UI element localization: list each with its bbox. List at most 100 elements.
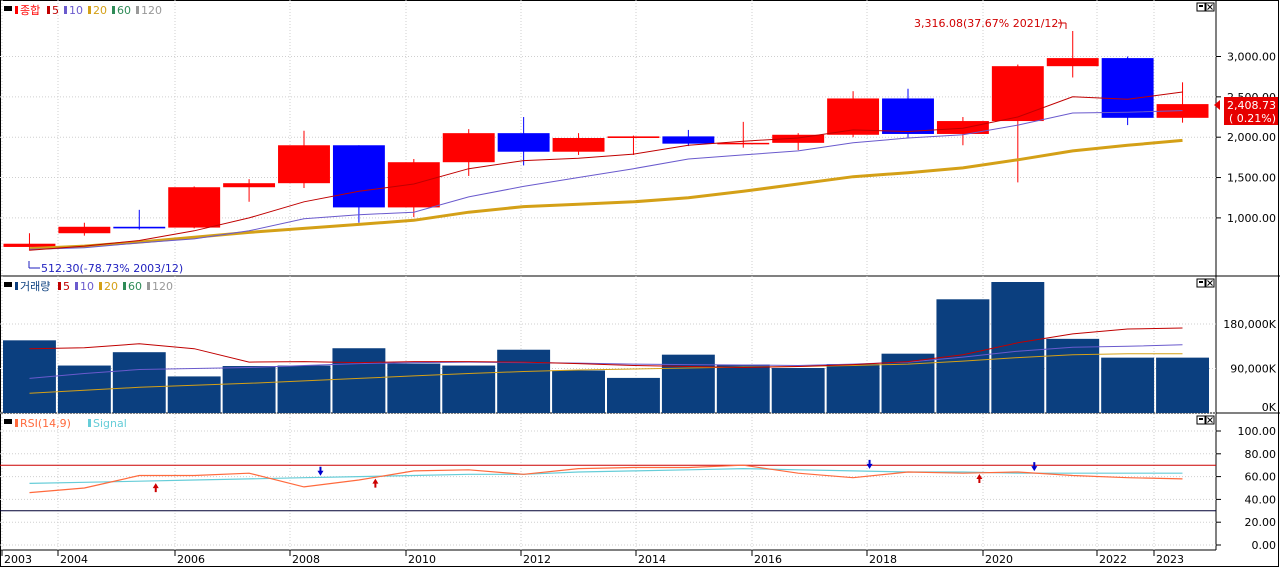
rsi-y-tick-label: 40.00 [1245, 493, 1277, 506]
volume-close-button[interactable] [1205, 278, 1215, 288]
candle-body [552, 138, 605, 152]
volume-legend-label: 120 [152, 280, 173, 293]
rsi-buy-arrow [976, 474, 983, 484]
price-legend-label: 5 [52, 4, 59, 17]
candle-body [827, 98, 880, 135]
volume-y-tick-label: 0K [1262, 401, 1277, 414]
rsi-y-tick-label: 100.00 [1238, 425, 1277, 438]
price-legend-swatch [112, 6, 115, 14]
candle-body [772, 134, 825, 143]
candle-body [1156, 104, 1209, 118]
ma10-line [29, 110, 1183, 250]
price-legend-label: 10 [69, 4, 83, 17]
x-tick-label: 2012 [523, 553, 551, 566]
price-close-button[interactable] [1205, 2, 1215, 12]
rsi-y-tick-label: 80.00 [1245, 448, 1277, 461]
volume-bar [607, 377, 660, 413]
volume-ma5-line [29, 327, 1183, 369]
high-annotation: 3,316.08(37.67% 2021/12) [914, 17, 1067, 30]
rsi-legend-swatch [15, 419, 18, 427]
price-legend-swatch [15, 6, 18, 14]
low-annotation-text: 512.30(-78.73% 2003/12) [41, 262, 183, 275]
price-panel-controls [1196, 2, 1215, 12]
rsi-legend-swatch [88, 419, 91, 427]
candle-body [991, 66, 1044, 122]
volume-bar [1156, 357, 1209, 413]
x-tick-label: 2014 [638, 553, 666, 566]
volume-y-tick-label: 90,000K [1230, 363, 1276, 376]
x-tick-label: 2004 [60, 553, 88, 566]
rsi-panel [0, 459, 1216, 512]
volume-bar [1046, 338, 1100, 413]
volume-minimize-button[interactable] [1196, 278, 1206, 288]
rsi-buy-arrow [372, 478, 379, 488]
price-legend-label: 20 [93, 4, 107, 17]
rsi-line [29, 464, 1183, 494]
volume-legend-label: 60 [128, 280, 142, 293]
x-tick-label: 2006 [177, 553, 205, 566]
candle-body [1101, 58, 1154, 118]
candle-body [223, 183, 276, 188]
candle-body [717, 142, 770, 145]
price-menu-icon [4, 6, 12, 11]
candle-body [168, 187, 221, 228]
volume-bar [387, 363, 441, 413]
price-legend-swatch [88, 6, 91, 14]
price-y-tick-label: 1,000.00 [1227, 212, 1276, 225]
rsi-y-tick-label: 20.00 [1245, 516, 1277, 529]
volume-bar [991, 282, 1045, 413]
volume-panel [3, 282, 1209, 413]
x-tick-label: 2016 [754, 553, 782, 566]
volume-legend-label: 거래량 [20, 280, 50, 293]
price-y-tick-label: 1,500.00 [1227, 172, 1276, 185]
rsi-sell-arrow [317, 466, 324, 476]
candle-body [113, 226, 166, 229]
volume-bar [1101, 357, 1155, 413]
rsi-legend-label: RSI(14,9) [20, 417, 71, 430]
rsi-menu-icon [4, 419, 12, 424]
candle-body [607, 136, 660, 138]
volume-bar [222, 366, 276, 413]
price-minimize-button[interactable] [1196, 2, 1206, 12]
rsi-minimize-button[interactable] [1196, 415, 1206, 425]
x-tick-label: 2022 [1099, 553, 1127, 566]
volume-legend-label: 5 [63, 280, 70, 293]
volume-ma20-line [29, 353, 1183, 394]
volume-bar [112, 352, 166, 413]
volume-bar [497, 349, 551, 413]
volume-y-tick-label: 180,000K [1223, 318, 1276, 331]
current-price-value: 2,408.73 [1227, 99, 1276, 112]
ma5-line [29, 91, 1183, 251]
rsi-close-button[interactable] [1205, 415, 1215, 425]
x-tick-label: 2010 [408, 553, 436, 566]
volume-legend-label: 20 [104, 280, 118, 293]
volume-legend-swatch [147, 282, 150, 290]
rsi-panel-controls [1196, 415, 1215, 425]
volume-ma10-line [29, 344, 1183, 379]
x-tick-label: 2008 [292, 553, 320, 566]
x-tick-label: 2023 [1156, 553, 1184, 566]
volume-bar [332, 348, 386, 413]
volume-legend-swatch [15, 282, 18, 290]
price-panel [3, 30, 1209, 251]
volume-legend-swatch [99, 282, 102, 290]
legends: 종합 5 10 20 60 120 거래량 5 10 20 60 120 RSI(14,9) Signal [4, 4, 173, 430]
candle-body [332, 145, 385, 208]
high-annotation-text: 3,316.08(37.67% 2021/12) [914, 17, 1063, 30]
volume-bar [552, 370, 605, 413]
x-tick-label: 2018 [869, 553, 897, 566]
price-legend-swatch [136, 6, 139, 14]
price-legend-label: 종합 [20, 4, 40, 17]
volume-bar [716, 364, 770, 413]
current-price-change: ( 0.21%) [1229, 112, 1276, 125]
volume-bar [936, 299, 990, 413]
candle-body [442, 133, 495, 163]
volume-legend-swatch [123, 282, 126, 290]
price-legend-swatch [47, 6, 50, 14]
volume-legend-label: 10 [80, 280, 94, 293]
volume-bar [277, 365, 331, 413]
rsi-y-tick-label: 0.00 [1252, 539, 1277, 552]
price-legend-label: 60 [117, 4, 131, 17]
